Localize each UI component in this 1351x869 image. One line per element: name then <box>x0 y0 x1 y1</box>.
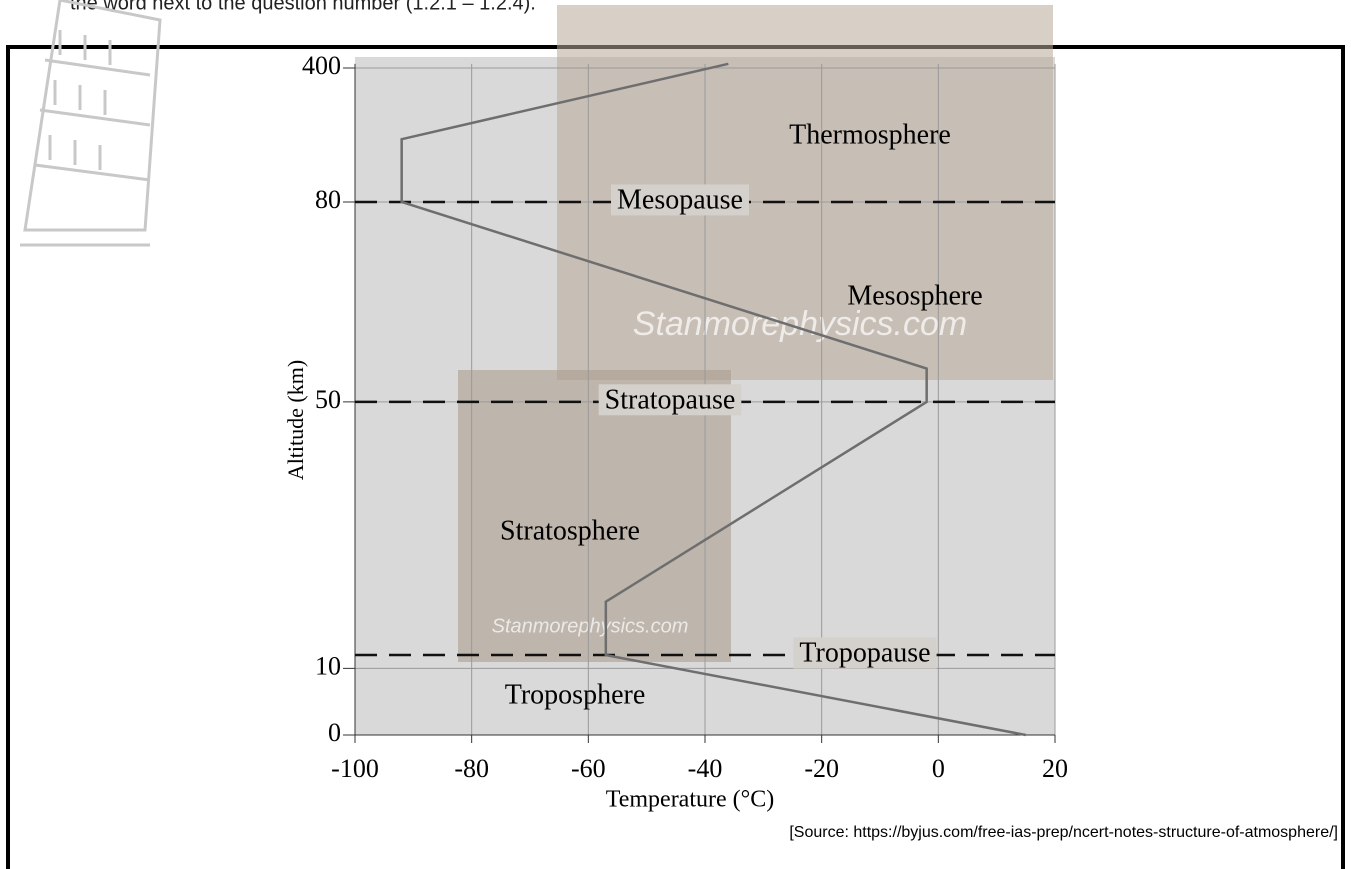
y-tick-label: 10 <box>315 651 341 680</box>
boundary-label: Stratopause <box>605 384 736 415</box>
layer-label: Troposphere <box>505 679 646 710</box>
x-tick-label: -60 <box>571 754 606 783</box>
x-tick-label: 20 <box>1042 754 1068 783</box>
watermark: Stanmorephysics.com <box>492 615 689 637</box>
x-axis-label: Temperature (°C) <box>606 787 775 813</box>
y-tick-label: 80 <box>315 185 341 214</box>
logo <box>20 0 160 245</box>
boundary-label: Mesopause <box>617 184 743 215</box>
page: the word next to the question number (1.… <box>0 0 1351 869</box>
instruction: the word next to the question number (1.… <box>70 0 536 14</box>
boundary-label: Tropopause <box>799 637 930 668</box>
x-tick-label: -100 <box>331 754 379 783</box>
y-tick-label: 50 <box>315 385 341 414</box>
y-tick-label: 400 <box>302 51 341 80</box>
layer-label: Stratosphere <box>500 515 640 546</box>
x-tick-label: 0 <box>932 754 945 783</box>
layer-label: Mesosphere <box>847 280 982 311</box>
x-tick-label: -40 <box>688 754 723 783</box>
y-axis-label: Altitude (km) <box>283 360 308 480</box>
x-tick-label: -80 <box>454 754 489 783</box>
x-tick-label: -20 <box>804 754 839 783</box>
layer-label: Thermosphere <box>789 119 951 150</box>
y-tick-label: 0 <box>328 718 341 747</box>
source: [Source: https://byjus.com/free-ias-prep… <box>789 824 1338 841</box>
